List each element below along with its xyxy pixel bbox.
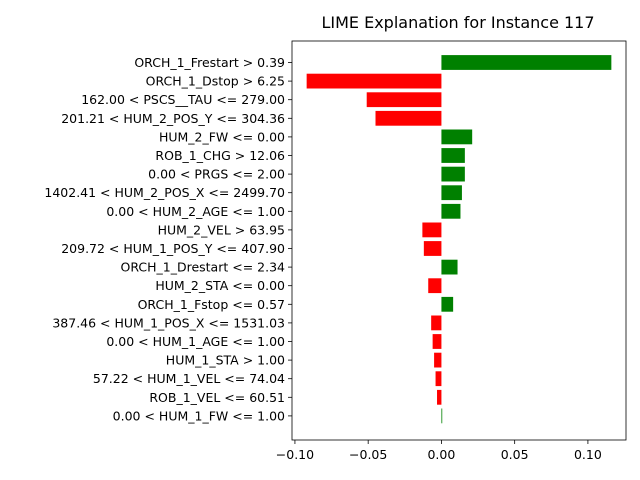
bar: [441, 55, 612, 70]
y-tick-label: 0.00 < PRGS <= 2.00: [148, 167, 285, 182]
y-tick-label: ORCH_1_Fstop <= 0.57: [138, 297, 285, 312]
x-tick-label: −0.10: [276, 447, 314, 462]
bar: [422, 222, 442, 238]
chart-title: LIME Explanation for Instance 117: [321, 13, 594, 32]
y-tick-label: HUM_2_STA <= 0.00: [155, 278, 285, 293]
bar: [437, 389, 442, 405]
bar: [428, 278, 442, 294]
bar: [306, 73, 442, 89]
bar: [432, 334, 442, 349]
y-tick-label: 0.00 < HUM_1_FW <= 1.00: [113, 408, 285, 423]
y-tick-label: ORCH_1_Drestart <= 2.34: [120, 260, 285, 275]
bar: [423, 241, 442, 256]
y-tick-label: 0.00 < HUM_2_AGE <= 1.00: [106, 204, 285, 219]
bar: [441, 129, 473, 145]
plot-area: ORCH_1_Frestart > 0.39 ORCH_1_Dstop > 6.2…: [44, 40, 627, 462]
y-tick-label: ROB_1_CHG > 12.06: [155, 148, 285, 163]
axes-frame: [291, 40, 627, 441]
bar: [435, 371, 442, 387]
y-tick-label: HUM_1_STA > 1.00: [166, 353, 285, 368]
bar: [441, 166, 465, 182]
bar: [366, 92, 442, 108]
y-tick-label: 1402.41 < HUM_2_POS_X <= 2499.70: [44, 185, 285, 200]
x-tick-label: 0.10: [574, 447, 602, 462]
x-tick-label: −0.05: [349, 447, 387, 462]
bar: [434, 352, 442, 368]
y-tick-label: ORCH_1_Dstop > 6.25: [146, 74, 285, 89]
y-tick-label: 209.72 < HUM_1_POS_Y <= 407.90: [61, 241, 285, 256]
bar: [441, 296, 454, 312]
y-tick-label: ORCH_1_Frestart > 0.39: [134, 55, 285, 70]
y-tick-label: 201.21 < HUM_2_POS_Y <= 304.36: [61, 111, 285, 126]
bar: [441, 259, 458, 275]
y-tick-label: 387.46 < HUM_1_POS_X <= 1531.03: [52, 315, 285, 330]
y-tick-label: 0.00 < HUM_1_AGE <= 1.00: [106, 334, 285, 349]
y-tick-label: 162.00 < PSCS__TAU <= 279.00: [81, 92, 285, 107]
y-tick-label: ROB_1_VEL <= 60.51: [149, 390, 285, 405]
x-tick-label: 0.00: [427, 447, 455, 462]
bar: [441, 203, 461, 219]
y-tick-label: 57.22 < HUM_1_VEL <= 74.04: [93, 371, 285, 386]
y-tick-label: HUM_2_VEL > 63.95: [158, 222, 285, 237]
bar: [441, 408, 443, 424]
bar: [431, 315, 442, 331]
y-tick-label: HUM_2_FW <= 0.00: [159, 129, 285, 144]
bar: [441, 185, 462, 201]
bar: [375, 110, 442, 126]
x-tick-label: 0.05: [501, 447, 529, 462]
bar: [441, 148, 465, 163]
